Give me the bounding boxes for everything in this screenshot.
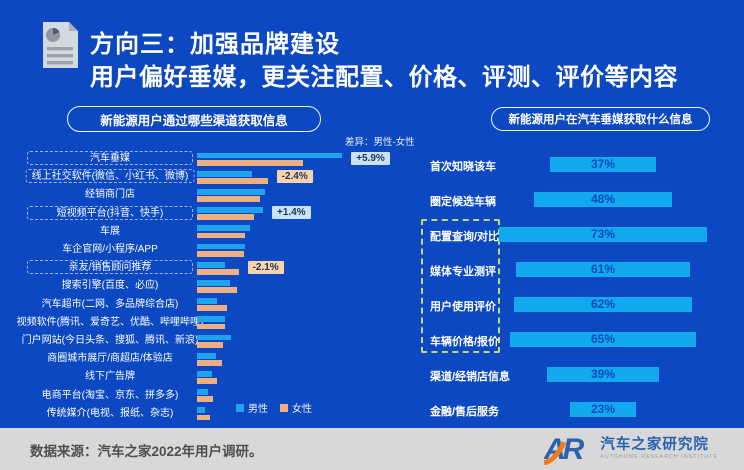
male-bar <box>197 334 231 341</box>
female-bar <box>197 287 237 293</box>
male-bar <box>197 316 225 323</box>
channel-row: 短视频平台(抖音、快手) +1.4% <box>0 205 440 223</box>
category-label: 车企官网/小程序/APP <box>62 244 158 255</box>
value-bar: 61% <box>515 261 691 277</box>
value-bar: 23% <box>570 401 636 417</box>
female-swatch-icon <box>280 403 288 412</box>
channel-row: 汽车垂媒 +5.9% <box>0 150 440 168</box>
channel-row: 视频软件(腾讯、爱奇艺、优酷、哔哩哔哩) <box>0 314 440 332</box>
female-bar <box>197 268 239 275</box>
channel-row: 车企官网/小程序/APP <box>0 241 440 259</box>
value-bar: 73% <box>498 226 708 242</box>
channel-row: 门户网站(今日头条、搜狐、腾讯、新浪) <box>0 332 440 350</box>
female-bar <box>197 159 304 166</box>
value-bar: 62% <box>514 296 692 312</box>
male-bar <box>197 261 225 268</box>
diff-badge: -2.1% <box>247 260 284 274</box>
female-bar <box>197 214 254 221</box>
highlight-dashed-box <box>421 219 500 353</box>
male-bar <box>197 279 230 286</box>
page-subtitle: 用户偏好垂媒，更关注配置、价格、评测、评价等内容 <box>90 64 678 91</box>
category-label: 汽车超市(二网、多品牌综合店) <box>41 298 179 310</box>
channel-row: 线上社交软件(微信、小红书、微博) -2.4% <box>0 168 440 186</box>
male-bar <box>197 170 252 177</box>
value-bar: 37% <box>550 156 656 172</box>
female-bar <box>197 196 260 202</box>
diff-badge: -2.4% <box>276 169 313 183</box>
female-bar <box>197 341 223 348</box>
channel-chart: 汽车垂媒 +5.9% 线上社交软件(微信、小红书、微博) -2.4% 经销商门店短视频平… <box>0 150 440 424</box>
male-bar <box>197 298 217 304</box>
female-bar <box>197 396 213 403</box>
ar-logo-icon: AR <box>544 433 588 465</box>
value-bar: 39% <box>547 366 659 382</box>
male-bar <box>197 243 246 250</box>
data-source-text: 数据来源：汽车之家2022年用户调研。 <box>30 444 263 459</box>
category-label: 视频软件(腾讯、爱奇艺、优酷、哔哩哔哩) <box>16 316 204 328</box>
category-label: 渠道/经销店信息 <box>430 371 511 383</box>
category-label: 车展 <box>100 225 120 237</box>
male-bar <box>197 407 205 414</box>
right-chart-title: 新能源用户在汽车垂媒获取什么信息 <box>491 107 710 131</box>
category-label: 搜索引擎(百度、必应) <box>61 280 159 292</box>
male-bar <box>197 207 263 213</box>
legend-male: 男性 <box>236 400 268 415</box>
diff-badge: +5.9% <box>351 151 390 165</box>
category-label: 传统媒介(电视、报纸、杂志) <box>46 407 174 419</box>
male-bar <box>197 352 217 359</box>
value-bar: 65% <box>510 331 696 347</box>
page-title: 方向三：加强品牌建设 <box>90 31 340 58</box>
legend-male-label: 男性 <box>248 404 268 415</box>
category-label: 金融/售后服务 <box>430 406 500 418</box>
logo-subtitle: AUTOHOME RESEARCH INSTITUTE <box>600 454 718 461</box>
logo-name: 汽车之家研究院 <box>600 436 709 453</box>
female-bar <box>197 359 223 366</box>
diff-note: 差异：男性-女性 <box>345 137 415 148</box>
male-bar <box>197 370 213 377</box>
legend-female: 女性 <box>280 400 312 415</box>
channel-row: 传统媒介(电视、报纸、杂志) <box>0 405 440 423</box>
diff-badge: +1.4% <box>272 206 311 220</box>
category-label: 亲友/销售顾问推荐 <box>27 260 193 275</box>
male-bar <box>197 389 209 395</box>
female-bar <box>197 177 268 184</box>
category-label: 门户网站(今日头条、搜狐、腾讯、新浪) <box>21 335 199 346</box>
male-bar <box>197 225 250 232</box>
legend-female-label: 女性 <box>292 404 312 415</box>
channel-row: 商圈城市展厅/商超店/体验店 <box>0 350 440 368</box>
value-bar: 48% <box>534 191 672 207</box>
male-bar <box>197 188 265 195</box>
legend: 男性 女性 <box>236 400 312 415</box>
channel-row: 经销商门店 <box>0 186 440 204</box>
category-label: 电商平台(淘宝、京东、拼多多) <box>41 389 179 401</box>
report-document-icon <box>43 22 78 68</box>
female-bar <box>197 323 225 330</box>
male-bar <box>197 152 343 159</box>
left-chart-title: 新能源用户通过哪些渠道获取信息 <box>67 106 321 132</box>
male-swatch-icon <box>236 403 244 412</box>
footer-bar: 数据来源：汽车之家2022年用户调研。 AR 汽车之家研究院 AUTOHOME … <box>0 428 744 470</box>
category-label: 汽车垂媒 <box>27 151 193 165</box>
category-label: 线下广告牌 <box>85 371 135 383</box>
category-label: 经销商门店 <box>85 189 135 201</box>
female-bar <box>197 250 244 257</box>
autohome-logo: AR 汽车之家研究院 AUTOHOME RESEARCH INSTITUTE <box>544 433 718 465</box>
female-bar <box>197 414 211 421</box>
category-label: 商圈城市展厅/商超店/体验店 <box>47 353 173 365</box>
category-label: 线上社交软件(微信、小红书、微博) <box>25 169 195 184</box>
female-bar <box>197 232 246 239</box>
channel-row: 车展 <box>0 223 440 241</box>
channel-row: 汽车超市(二网、多品牌综合店) <box>0 296 440 314</box>
channel-row: 搜索引擎(百度、必应) <box>0 277 440 295</box>
channel-row: 线下广告牌 <box>0 368 440 386</box>
female-bar <box>197 378 217 384</box>
category-label: 短视频平台(抖音、快手) <box>27 205 193 220</box>
channel-row: 电商平台(淘宝、京东、拼多多) <box>0 387 440 405</box>
female-bar <box>197 305 227 312</box>
channel-row: 亲友/销售顾问推荐 -2.1% <box>0 259 440 277</box>
